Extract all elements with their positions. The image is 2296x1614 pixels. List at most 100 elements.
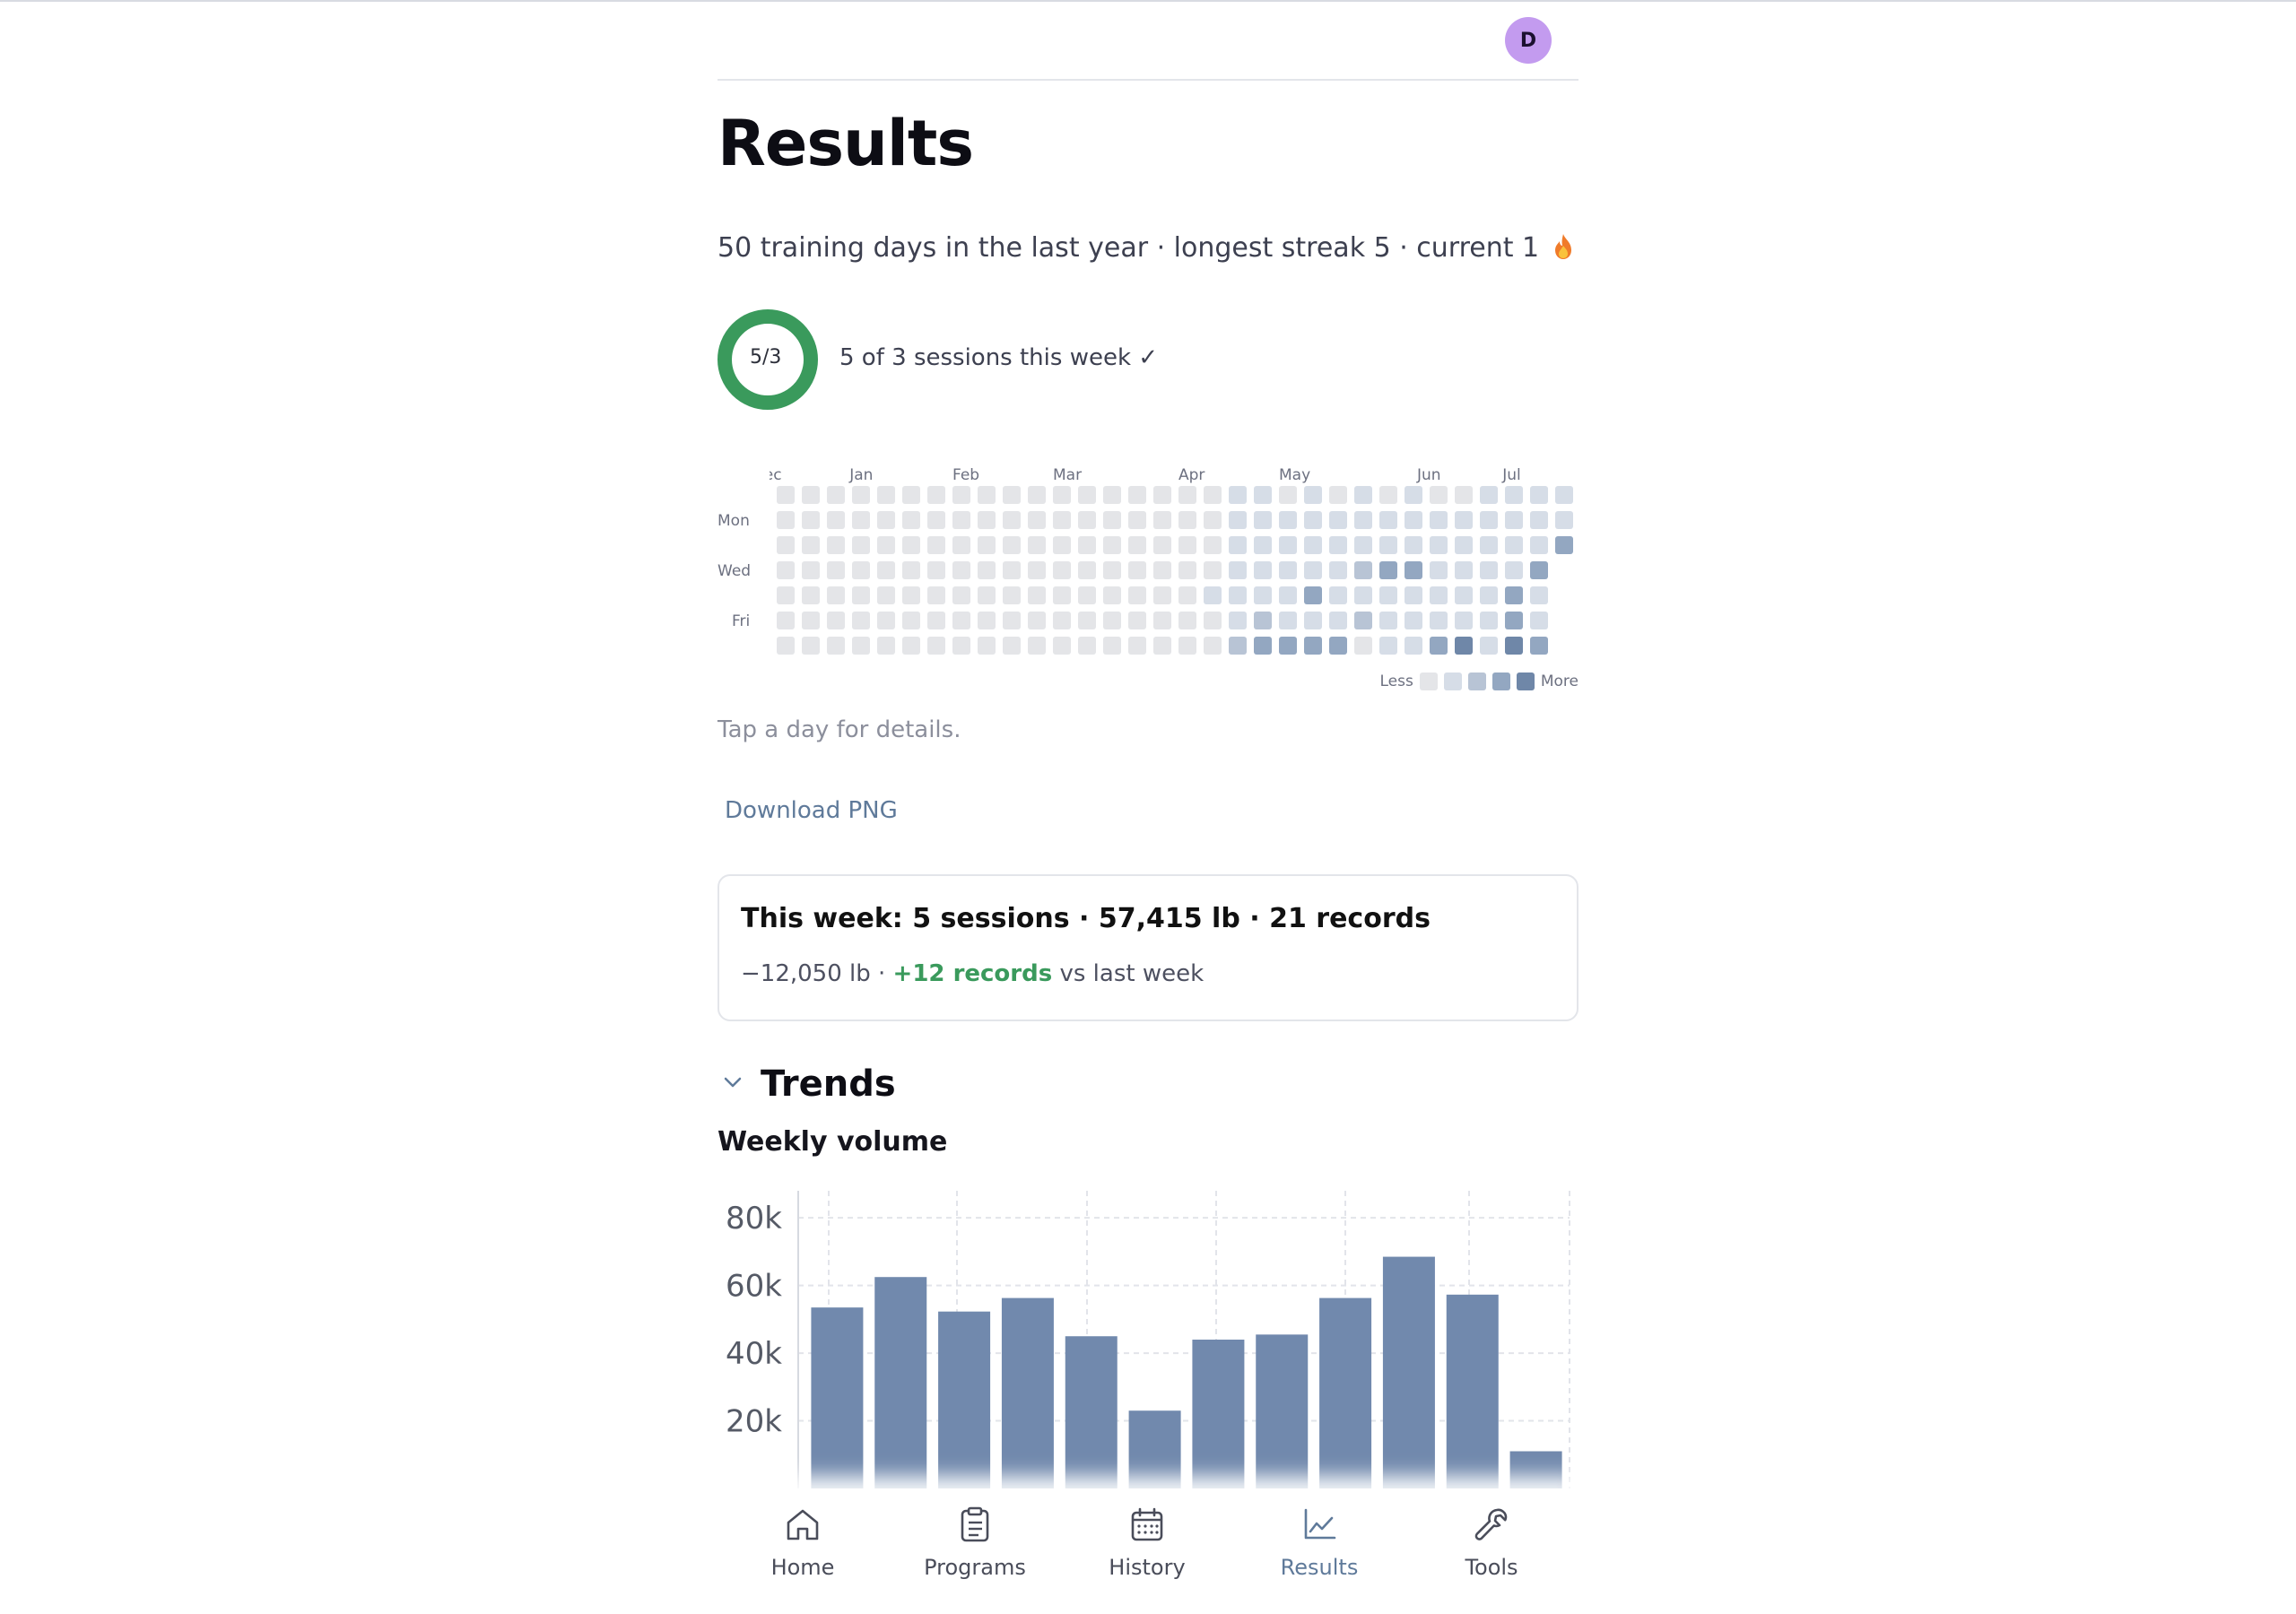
heatmap-day-cell[interactable] xyxy=(1279,486,1297,504)
heatmap-day-cell[interactable] xyxy=(852,612,870,629)
heatmap-day-cell[interactable] xyxy=(1379,612,1397,629)
heatmap-day-cell[interactable] xyxy=(1505,486,1523,504)
heatmap-day-cell[interactable] xyxy=(1028,486,1046,504)
heatmap-day-cell[interactable] xyxy=(1379,561,1397,579)
heatmap-day-cell[interactable] xyxy=(1530,511,1548,529)
heatmap-day-cell[interactable] xyxy=(1178,486,1196,504)
heatmap-day-cell[interactable] xyxy=(877,586,895,604)
heatmap-day-cell[interactable] xyxy=(1003,486,1021,504)
heatmap-day-cell[interactable] xyxy=(802,637,820,655)
heatmap-day-cell[interactable] xyxy=(1279,561,1297,579)
heatmap-day-cell[interactable] xyxy=(1455,536,1473,554)
heatmap-day-cell[interactable] xyxy=(1480,637,1498,655)
heatmap-day-cell[interactable] xyxy=(978,511,996,529)
heatmap-day-cell[interactable] xyxy=(1480,486,1498,504)
heatmap-day-cell[interactable] xyxy=(1128,586,1146,604)
heatmap-day-cell[interactable] xyxy=(952,486,970,504)
heatmap-day-cell[interactable] xyxy=(1505,511,1523,529)
heatmap-day-cell[interactable] xyxy=(1304,612,1322,629)
heatmap-day-cell[interactable] xyxy=(877,561,895,579)
volume-bar[interactable] xyxy=(1446,1294,1499,1488)
heatmap-day-cell[interactable] xyxy=(1078,612,1096,629)
heatmap-day-cell[interactable] xyxy=(877,486,895,504)
heatmap-day-cell[interactable] xyxy=(927,511,945,529)
heatmap-day-cell[interactable] xyxy=(1003,586,1021,604)
heatmap-day-cell[interactable] xyxy=(1204,486,1222,504)
heatmap-day-cell[interactable] xyxy=(1530,486,1548,504)
heatmap-day-cell[interactable] xyxy=(1279,637,1297,655)
heatmap-day-cell[interactable] xyxy=(978,612,996,629)
heatmap-day-cell[interactable] xyxy=(802,586,820,604)
heatmap-day-cell[interactable] xyxy=(1329,586,1347,604)
heatmap-day-cell[interactable] xyxy=(1455,486,1473,504)
heatmap-day-cell[interactable] xyxy=(1003,511,1021,529)
heatmap-day-cell[interactable] xyxy=(1329,511,1347,529)
heatmap-day-cell[interactable] xyxy=(1329,637,1347,655)
heatmap-day-cell[interactable] xyxy=(1053,561,1071,579)
heatmap-day-cell[interactable] xyxy=(1204,561,1222,579)
heatmap-day-cell[interactable] xyxy=(1028,511,1046,529)
heatmap-day-cell[interactable] xyxy=(827,561,845,579)
heatmap-day-cell[interactable] xyxy=(1003,536,1021,554)
nav-home[interactable]: Home xyxy=(718,1505,888,1603)
heatmap-day-cell[interactable] xyxy=(927,612,945,629)
volume-bar[interactable] xyxy=(1065,1336,1118,1488)
heatmap-day-cell[interactable] xyxy=(1480,612,1498,629)
heatmap-day-cell[interactable] xyxy=(1254,486,1272,504)
heatmap-day-cell[interactable] xyxy=(877,511,895,529)
heatmap-day-cell[interactable] xyxy=(827,612,845,629)
heatmap-day-cell[interactable] xyxy=(952,511,970,529)
nav-results[interactable]: Results xyxy=(1234,1505,1405,1603)
heatmap-day-cell[interactable] xyxy=(978,586,996,604)
heatmap-day-cell[interactable] xyxy=(1430,536,1448,554)
heatmap-day-cell[interactable] xyxy=(777,486,795,504)
heatmap-day-cell[interactable] xyxy=(777,612,795,629)
volume-bar[interactable] xyxy=(938,1311,991,1488)
heatmap-day-cell[interactable] xyxy=(902,612,920,629)
heatmap-day-cell[interactable] xyxy=(1405,637,1422,655)
nav-programs[interactable]: Programs xyxy=(890,1505,1060,1603)
heatmap-day-cell[interactable] xyxy=(1505,586,1523,604)
heatmap-day-cell[interactable] xyxy=(1379,536,1397,554)
heatmap-day-cell[interactable] xyxy=(1178,586,1196,604)
heatmap-day-cell[interactable] xyxy=(1229,612,1247,629)
heatmap-day-cell[interactable] xyxy=(927,561,945,579)
heatmap-day-cell[interactable] xyxy=(777,511,795,529)
heatmap-day-cell[interactable] xyxy=(1204,637,1222,655)
heatmap-day-cell[interactable] xyxy=(1329,612,1347,629)
heatmap-day-cell[interactable] xyxy=(1053,486,1071,504)
heatmap-day-cell[interactable] xyxy=(1128,612,1146,629)
heatmap-day-cell[interactable] xyxy=(1329,486,1347,504)
heatmap-day-cell[interactable] xyxy=(927,586,945,604)
heatmap-day-cell[interactable] xyxy=(978,561,996,579)
heatmap-day-cell[interactable] xyxy=(1103,561,1121,579)
heatmap-day-cell[interactable] xyxy=(802,486,820,504)
heatmap-day-cell[interactable] xyxy=(1480,561,1498,579)
heatmap-day-cell[interactable] xyxy=(1003,612,1021,629)
heatmap-day-cell[interactable] xyxy=(1354,612,1372,629)
heatmap-day-cell[interactable] xyxy=(852,486,870,504)
heatmap-day-cell[interactable] xyxy=(1304,486,1322,504)
heatmap-day-cell[interactable] xyxy=(952,637,970,655)
heatmap-day-cell[interactable] xyxy=(877,637,895,655)
heatmap-day-cell[interactable] xyxy=(978,486,996,504)
heatmap-day-cell[interactable] xyxy=(1078,511,1096,529)
heatmap-day-cell[interactable] xyxy=(1530,637,1548,655)
heatmap-day-cell[interactable] xyxy=(1078,637,1096,655)
heatmap-day-cell[interactable] xyxy=(1304,637,1322,655)
heatmap-day-cell[interactable] xyxy=(1053,511,1071,529)
nav-history[interactable]: History xyxy=(1062,1505,1232,1603)
heatmap-day-cell[interactable] xyxy=(852,536,870,554)
heatmap-day-cell[interactable] xyxy=(1153,486,1171,504)
heatmap-day-cell[interactable] xyxy=(1279,612,1297,629)
heatmap-day-cell[interactable] xyxy=(927,637,945,655)
heatmap-day-cell[interactable] xyxy=(1053,536,1071,554)
heatmap-day-cell[interactable] xyxy=(1003,637,1021,655)
heatmap-day-cell[interactable] xyxy=(1329,536,1347,554)
heatmap-day-cell[interactable] xyxy=(1555,511,1573,529)
heatmap-day-cell[interactable] xyxy=(1254,561,1272,579)
heatmap-day-cell[interactable] xyxy=(1103,586,1121,604)
heatmap-day-cell[interactable] xyxy=(1405,586,1422,604)
heatmap-day-cell[interactable] xyxy=(1555,486,1573,504)
heatmap-day-cell[interactable] xyxy=(1229,586,1247,604)
